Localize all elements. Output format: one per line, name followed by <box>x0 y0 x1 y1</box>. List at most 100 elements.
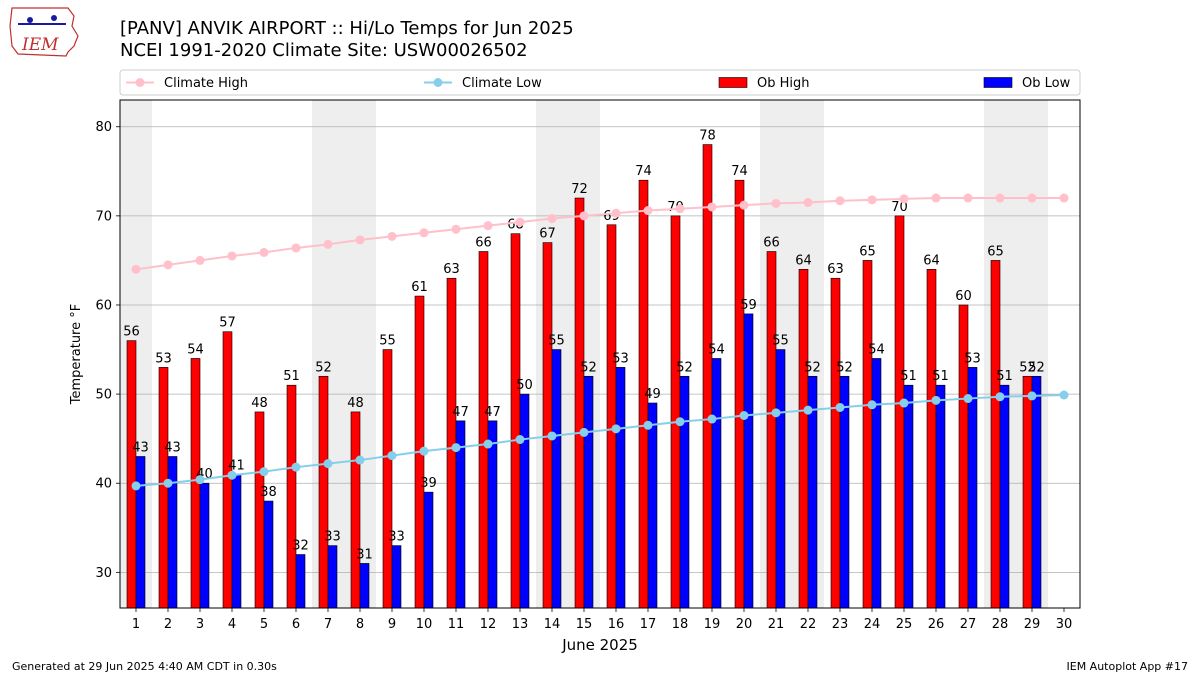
ob-high-bar <box>926 269 937 609</box>
climate-high-point <box>867 195 877 205</box>
climate-low-line <box>135 393 1065 487</box>
ob-low-bar <box>967 367 978 609</box>
x-tick-label: 27 <box>960 617 977 632</box>
x-tick-label: 6 <box>292 617 300 632</box>
x-tick-label: 17 <box>640 617 657 632</box>
ob-high-bar <box>478 251 489 609</box>
climate-high-point <box>387 231 397 241</box>
ob-high-label: 51 <box>283 369 300 384</box>
x-tick-label: 3 <box>196 617 204 632</box>
ob-high-label: 61 <box>411 280 428 295</box>
x-tick-label: 20 <box>736 617 753 632</box>
ob-low-label: 33 <box>388 530 405 545</box>
ob-low-label: 43 <box>132 440 149 455</box>
x-tick-label: 22 <box>800 617 817 632</box>
climate-high-point <box>547 214 557 224</box>
iem-logo: IEM <box>8 6 82 62</box>
ob-low-bar <box>199 482 210 609</box>
ob-high-label: 63 <box>827 262 844 277</box>
y-tick-label: 50 <box>95 388 112 403</box>
climate-high-point <box>675 204 685 214</box>
x-tick-label: 2 <box>164 617 172 632</box>
climate-high-point <box>195 255 205 265</box>
x-tick-label: 15 <box>576 617 593 632</box>
ob-high-label: 48 <box>347 396 364 411</box>
ob-low-bar <box>935 384 946 609</box>
climate-high-point <box>835 196 845 206</box>
climate-high-line <box>135 197 1064 271</box>
legend-item-climate-low: Climate Low <box>424 76 542 91</box>
ob-low-label: 47 <box>484 405 501 420</box>
ob-low-bar <box>263 500 274 609</box>
climate-high-point <box>419 228 429 238</box>
ob-high-label: 55 <box>379 334 396 349</box>
ob-high-label: 60 <box>955 289 972 304</box>
x-tick-label: 25 <box>896 617 913 632</box>
plot-frame <box>119 99 1081 609</box>
climate-high-point <box>1059 193 1069 203</box>
ob-high-label: 78 <box>699 129 716 144</box>
ob-low-label: 55 <box>548 334 565 349</box>
x-tick-label: 4 <box>228 617 236 632</box>
x-tick-label: 5 <box>260 617 268 632</box>
climate-high-point <box>291 243 301 253</box>
ob-low-bar <box>871 358 882 609</box>
ob-high-bar <box>446 277 457 609</box>
ob-high-bar <box>510 233 521 609</box>
x-tick-label: 8 <box>356 617 364 632</box>
climate-high-point <box>707 202 717 212</box>
climate-low-point <box>227 470 237 480</box>
y-tick-label: 70 <box>95 209 112 224</box>
ob-low-label: 51 <box>900 369 917 384</box>
climate-high-point <box>323 239 333 249</box>
legend-swatch <box>983 77 1013 88</box>
ob-high-bar <box>670 215 681 609</box>
ob-high-label: 52 <box>1019 360 1036 375</box>
climate-low-point <box>163 478 173 488</box>
climate-low-point <box>835 402 845 412</box>
x-tick-label: 30 <box>1056 617 1073 632</box>
climate-low-point <box>1059 390 1069 400</box>
climate-low-point <box>579 427 589 437</box>
x-tick-label: 24 <box>864 617 881 632</box>
climate-high-point <box>771 198 781 208</box>
climate-low-point <box>675 417 685 427</box>
ob-high-label: 65 <box>987 244 1004 259</box>
ob-low-bar <box>711 358 722 609</box>
ob-low-label: 52 <box>580 360 597 375</box>
footer-generated: Generated at 29 Jun 2025 4:40 AM CDT in … <box>12 660 277 673</box>
chart-title-line1: [PANV] ANVIK AIRPORT :: Hi/Lo Temps for … <box>120 18 574 39</box>
climate-high-point <box>227 251 237 261</box>
climate-low-point <box>867 400 877 410</box>
climate-low-point <box>931 395 941 405</box>
climate-low-point <box>323 459 333 469</box>
climate-high-point <box>899 194 909 204</box>
ob-high-label: 56 <box>123 325 140 340</box>
ob-low-bar <box>359 563 370 609</box>
climate-low-point <box>899 398 909 408</box>
climate-low-point <box>771 408 781 418</box>
climate-low-point <box>643 420 653 430</box>
legend-item-ob-low: Ob Low <box>983 76 1071 91</box>
ob-low-label: 52 <box>676 360 693 375</box>
climate-low-point <box>483 439 493 449</box>
ob-high-bar <box>894 215 905 609</box>
ob-low-bar <box>1031 375 1042 609</box>
climate-high-point <box>611 208 621 218</box>
ob-high-label: 48 <box>251 396 268 411</box>
ob-low-label: 32 <box>292 539 309 554</box>
climate-low-point <box>131 481 141 491</box>
ob-low-label: 50 <box>516 378 533 393</box>
climate-high-point <box>739 200 749 210</box>
climate-low-point <box>739 410 749 420</box>
ob-low-label: 52 <box>1028 360 1045 375</box>
climate-high-point <box>451 224 461 234</box>
y-axis-label: Temperature °F <box>69 304 84 405</box>
ob-high-label: 74 <box>635 164 652 179</box>
legend-item-ob-high: Ob High <box>718 76 810 91</box>
ob-high-label: 74 <box>731 164 748 179</box>
climate-low-point <box>707 414 717 424</box>
ob-high-label: 66 <box>475 236 492 251</box>
ob-low-label: 59 <box>740 298 757 313</box>
